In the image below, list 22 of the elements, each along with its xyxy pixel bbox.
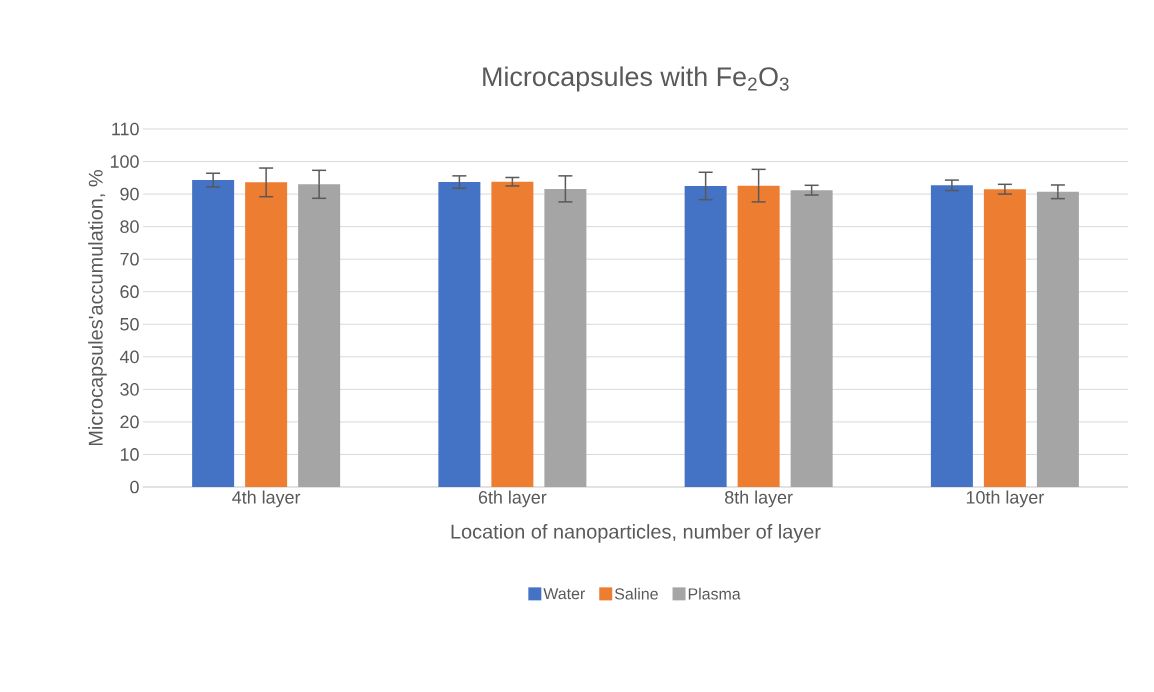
legend-label: Water bbox=[543, 588, 585, 600]
y-tick-label: 50 bbox=[120, 317, 139, 331]
legend-label: Saline bbox=[614, 587, 658, 600]
x-tick-label: 4th layer bbox=[232, 490, 301, 508]
y-tick-label: 70 bbox=[120, 252, 139, 266]
y-tick-label: 30 bbox=[120, 383, 139, 396]
legend-label: Plasma bbox=[688, 587, 741, 600]
y-tick-label: 0 bbox=[130, 480, 139, 494]
y-tick-label: 60 bbox=[120, 285, 139, 299]
x-tick-label: 8th layer bbox=[725, 490, 793, 508]
y-tick-label: 10 bbox=[120, 448, 139, 461]
chart-title: Microcapsules with Fe$_{2}$O$_{3}$ bbox=[483, 66, 789, 92]
x-tick-label: 10th layer bbox=[966, 490, 1044, 508]
y-tick-label: 20 bbox=[120, 415, 139, 429]
y-axis-title: Microcapsules'accumulation, % bbox=[88, 170, 107, 446]
y-tick-label: 90 bbox=[120, 187, 139, 201]
x-tick-label: 6th layer bbox=[478, 490, 547, 508]
x-axis-title: Location of nanoparticles, number of layer bbox=[451, 524, 821, 543]
y-tick-label: 40 bbox=[119, 350, 139, 364]
y-tick-label: 80 bbox=[120, 220, 139, 233]
y-tick-label: 110 bbox=[112, 122, 139, 136]
y-tick-label: 100 bbox=[110, 155, 139, 168]
